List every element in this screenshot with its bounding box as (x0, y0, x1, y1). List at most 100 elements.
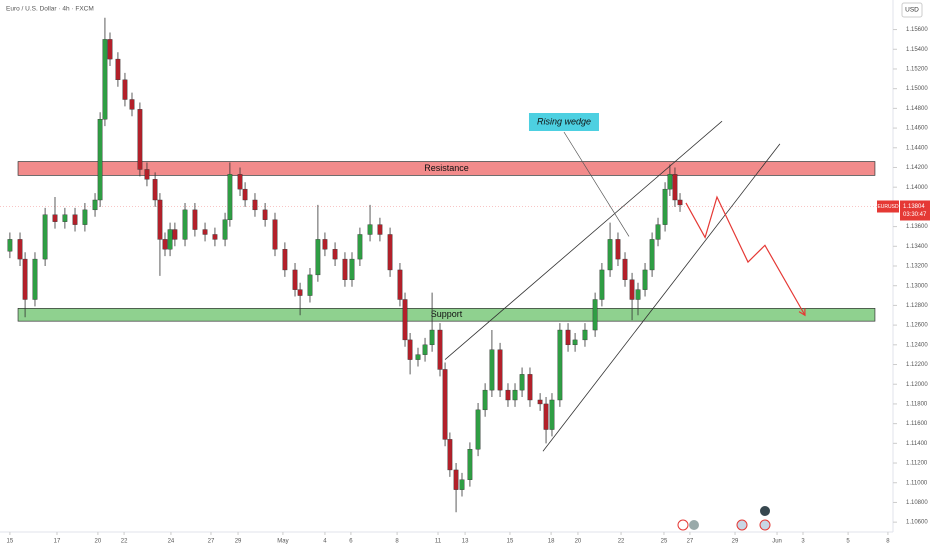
y-tick-label: 1.14600 (906, 126, 928, 132)
x-tick-label: 11 (435, 539, 442, 545)
y-tick-label: 1.10800 (906, 500, 928, 506)
candle-body (202, 229, 208, 235)
candle-body (62, 214, 68, 222)
candle-body (582, 329, 588, 341)
zone (17, 308, 876, 322)
candle-body (377, 224, 383, 235)
candle-body (332, 249, 338, 260)
y-tick-label: 1.13200 (906, 264, 928, 270)
projection (685, 195, 806, 316)
candle-body (387, 234, 393, 271)
candle-body (467, 449, 473, 480)
candle-body (122, 79, 128, 100)
x-tick-label: 8 (886, 539, 890, 545)
x-tick-label: 20 (575, 539, 582, 545)
y-tick-label: 1.11400 (906, 441, 928, 447)
x-tick-label: 15 (7, 539, 14, 545)
x-tick-label: 25 (661, 539, 668, 545)
currency-box (901, 2, 923, 18)
x-tick-label: 6 (349, 539, 353, 545)
candle-body (227, 174, 233, 220)
chart-title: Euro / U.S. Dollar · 4h · FXCM (6, 6, 94, 13)
y-tick-label: 1.14200 (906, 165, 928, 171)
candle-body (447, 439, 453, 471)
y-tick-label: 1.15600 (906, 27, 928, 33)
candle-body (615, 239, 621, 260)
candle-body (92, 199, 98, 211)
x-tick-label: 5 (846, 539, 850, 545)
candle-body (642, 269, 648, 290)
candle-body (17, 239, 23, 260)
candle-body (397, 269, 403, 300)
x-tick-label: 17 (54, 539, 61, 545)
candle-body (453, 469, 459, 490)
candle-body (599, 269, 605, 300)
candle-body (667, 174, 673, 190)
candle-body (422, 344, 428, 355)
candle-body (655, 224, 661, 240)
candle-body (102, 39, 108, 120)
candle-body (7, 239, 13, 252)
x-tick-label: 27 (208, 539, 215, 545)
candle-body (415, 354, 421, 360)
candle-body (307, 274, 313, 296)
x-tick-label: 27 (687, 539, 694, 545)
candle-body (144, 169, 150, 180)
y-tick-label: 1.12800 (906, 303, 928, 309)
candle-body (367, 224, 373, 235)
last-price-label: 1.13804 (903, 204, 925, 210)
candle-body (557, 329, 563, 401)
trendline (444, 120, 723, 360)
candle-body (662, 188, 668, 225)
candle-body (402, 299, 408, 341)
candle-body (459, 479, 465, 490)
candle-body (543, 403, 549, 430)
candle-body (167, 229, 173, 250)
x-tick-label: May (277, 539, 288, 545)
y-tick-label: 1.14800 (906, 106, 928, 112)
candle-body (82, 209, 88, 225)
price-tag (900, 200, 930, 221)
candle-body (537, 399, 543, 405)
zone-label: Resistance (424, 163, 469, 173)
event-icon (759, 519, 771, 531)
event-icon (677, 519, 689, 531)
candle-body (212, 234, 218, 240)
y-tick-label: 1.12000 (906, 382, 928, 388)
candle-body (519, 374, 525, 391)
callout-arrow (563, 131, 630, 237)
y-tick-label: 1.12400 (906, 342, 928, 348)
candle-body (629, 279, 635, 300)
candle-body (222, 219, 228, 240)
trendline (542, 143, 781, 452)
candle-body (182, 209, 188, 240)
countdown: 03:30:47 (903, 212, 927, 218)
candle-body (242, 188, 248, 201)
x-tick-label: 4 (323, 539, 327, 545)
x-tick-label: 22 (618, 539, 625, 545)
candle-body (475, 409, 481, 450)
candle-body (505, 389, 511, 401)
candle-body (32, 258, 38, 300)
candle-body (607, 239, 613, 271)
y-tick-label: 1.15400 (906, 47, 928, 53)
candle-body (315, 239, 321, 276)
candle-body (672, 174, 678, 201)
candle-body (549, 399, 555, 430)
y-tick-label: 1.13600 (906, 224, 928, 230)
candle-body (162, 239, 168, 250)
candle-body (107, 39, 113, 60)
y-tick-label: 1.11600 (906, 421, 928, 427)
y-tick-label: 1.11000 (906, 480, 928, 486)
candle-body (72, 214, 78, 225)
candle-body (482, 389, 488, 411)
x-tick-label: 18 (548, 539, 555, 545)
x-tick-label: 8 (395, 539, 399, 545)
event-icon (689, 520, 699, 530)
y-tick-label: 1.10600 (906, 520, 928, 526)
candle-body (592, 299, 598, 331)
candle-body (237, 174, 243, 190)
candle-body (282, 249, 288, 271)
